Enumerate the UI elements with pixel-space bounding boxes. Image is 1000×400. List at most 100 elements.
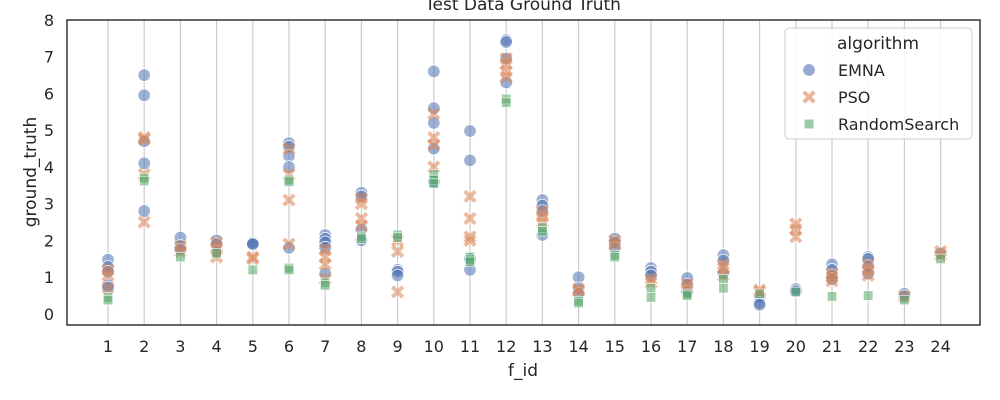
point-pso — [825, 274, 839, 288]
point-pso — [427, 107, 441, 121]
point-randomsearch — [826, 291, 838, 302]
x-tick-label: 12 — [496, 337, 516, 356]
y-tick-label: 3 — [44, 195, 54, 214]
point-randomsearch — [645, 292, 657, 303]
y-tick-label: 1 — [44, 268, 54, 287]
x-tick-label: 3 — [175, 337, 185, 356]
y-tick-label: 8 — [44, 11, 54, 30]
point-pso — [282, 193, 296, 207]
point-randomsearch — [863, 290, 874, 301]
point-emna — [137, 68, 151, 82]
y-tick-label: 2 — [44, 231, 54, 250]
x-tick-label: 9 — [393, 337, 403, 356]
legend-marker-pso — [802, 90, 816, 104]
x-tick-label: 18 — [713, 337, 733, 356]
point-randomsearch — [175, 251, 186, 263]
x-tick-label: 4 — [212, 337, 222, 356]
point-randomsearch — [682, 290, 693, 301]
point-randomsearch — [899, 294, 910, 306]
point-emna — [427, 116, 441, 130]
point-pso — [789, 230, 803, 244]
point-randomsearch — [790, 286, 801, 297]
point-pso — [499, 70, 513, 84]
point-emna — [246, 237, 260, 251]
point-pso — [463, 211, 477, 226]
point-pso — [608, 237, 622, 251]
y-tick-label: 4 — [44, 158, 54, 177]
legend-entries: EMNA PSO RandomSearch — [802, 61, 959, 134]
point-pso — [101, 268, 115, 283]
point-emna — [137, 88, 151, 103]
y-axis-label: ground_truth — [21, 117, 41, 228]
point-emna — [463, 153, 477, 168]
point-randomsearch — [102, 294, 114, 306]
point-emna — [752, 298, 767, 312]
point-randomsearch — [428, 178, 439, 189]
x-tick-label: 22 — [858, 337, 878, 356]
x-tick-label: 7 — [320, 337, 330, 356]
data-points — [101, 33, 948, 312]
x-tick-label: 16 — [641, 337, 661, 356]
plot-frame — [66, 19, 981, 326]
point-randomsearch — [392, 232, 403, 243]
point-pso — [463, 233, 477, 248]
y-tick-label: 0 — [44, 305, 54, 324]
point-emna — [463, 124, 477, 138]
point-pso — [246, 252, 260, 266]
point-pso — [427, 138, 441, 152]
point-pso — [571, 284, 586, 298]
point-randomsearch — [718, 274, 729, 285]
x-tick-label: 5 — [248, 337, 258, 356]
y-tick-label: 5 — [44, 121, 54, 140]
y-tick-label: 6 — [44, 84, 54, 103]
legend-marker-emna — [802, 63, 816, 77]
point-pso — [137, 215, 151, 229]
x-tick-label: 13 — [532, 337, 552, 356]
point-pso — [282, 141, 296, 156]
point-pso — [101, 281, 115, 295]
point-emna — [427, 64, 441, 79]
x-tick-label: 21 — [822, 337, 842, 356]
point-randomsearch — [247, 264, 258, 275]
y-tick-label: 7 — [44, 48, 54, 67]
point-randomsearch — [464, 256, 476, 267]
point-emna — [499, 35, 513, 49]
point-pso — [318, 257, 332, 271]
legend-marker-randomsearch — [803, 118, 815, 130]
x-tick-label: 10 — [424, 337, 444, 356]
x-tick-label: 6 — [284, 337, 294, 356]
point-randomsearch — [537, 226, 548, 237]
point-pso — [137, 132, 151, 147]
point-randomsearch — [935, 253, 946, 264]
point-pso — [608, 233, 622, 248]
x-tick-label: 23 — [894, 337, 914, 356]
point-pso — [825, 270, 839, 284]
x-tick-label: 19 — [749, 337, 769, 356]
point-randomsearch — [645, 283, 657, 294]
x-tick-label: 20 — [786, 337, 806, 356]
point-pso — [644, 272, 658, 286]
x-tick-label: 8 — [356, 337, 366, 356]
x-tick-label: 14 — [568, 337, 588, 356]
point-pso — [282, 237, 296, 251]
x-tick-label: 1 — [103, 337, 113, 356]
legend-label-emna: EMNA — [838, 61, 885, 80]
point-pso — [680, 277, 694, 291]
x-tick-label: 2 — [139, 337, 149, 356]
point-randomsearch — [356, 233, 367, 244]
point-pso — [716, 257, 731, 271]
point-randomsearch — [283, 176, 295, 187]
point-randomsearch — [139, 175, 150, 187]
point-emna — [390, 268, 405, 283]
point-emna — [137, 156, 151, 171]
legend: algorithm EMNA PSO RandomSearch — [784, 27, 973, 140]
x-axis-label: f_id — [508, 361, 538, 381]
point-randomsearch — [754, 288, 765, 299]
x-tick-label: 11 — [460, 337, 480, 356]
point-randomsearch — [283, 264, 295, 275]
y-tick-labels: 0 1 2 3 4 5 6 7 8 — [44, 11, 54, 324]
legend-label-pso: PSO — [838, 88, 870, 107]
point-randomsearch — [320, 280, 331, 291]
